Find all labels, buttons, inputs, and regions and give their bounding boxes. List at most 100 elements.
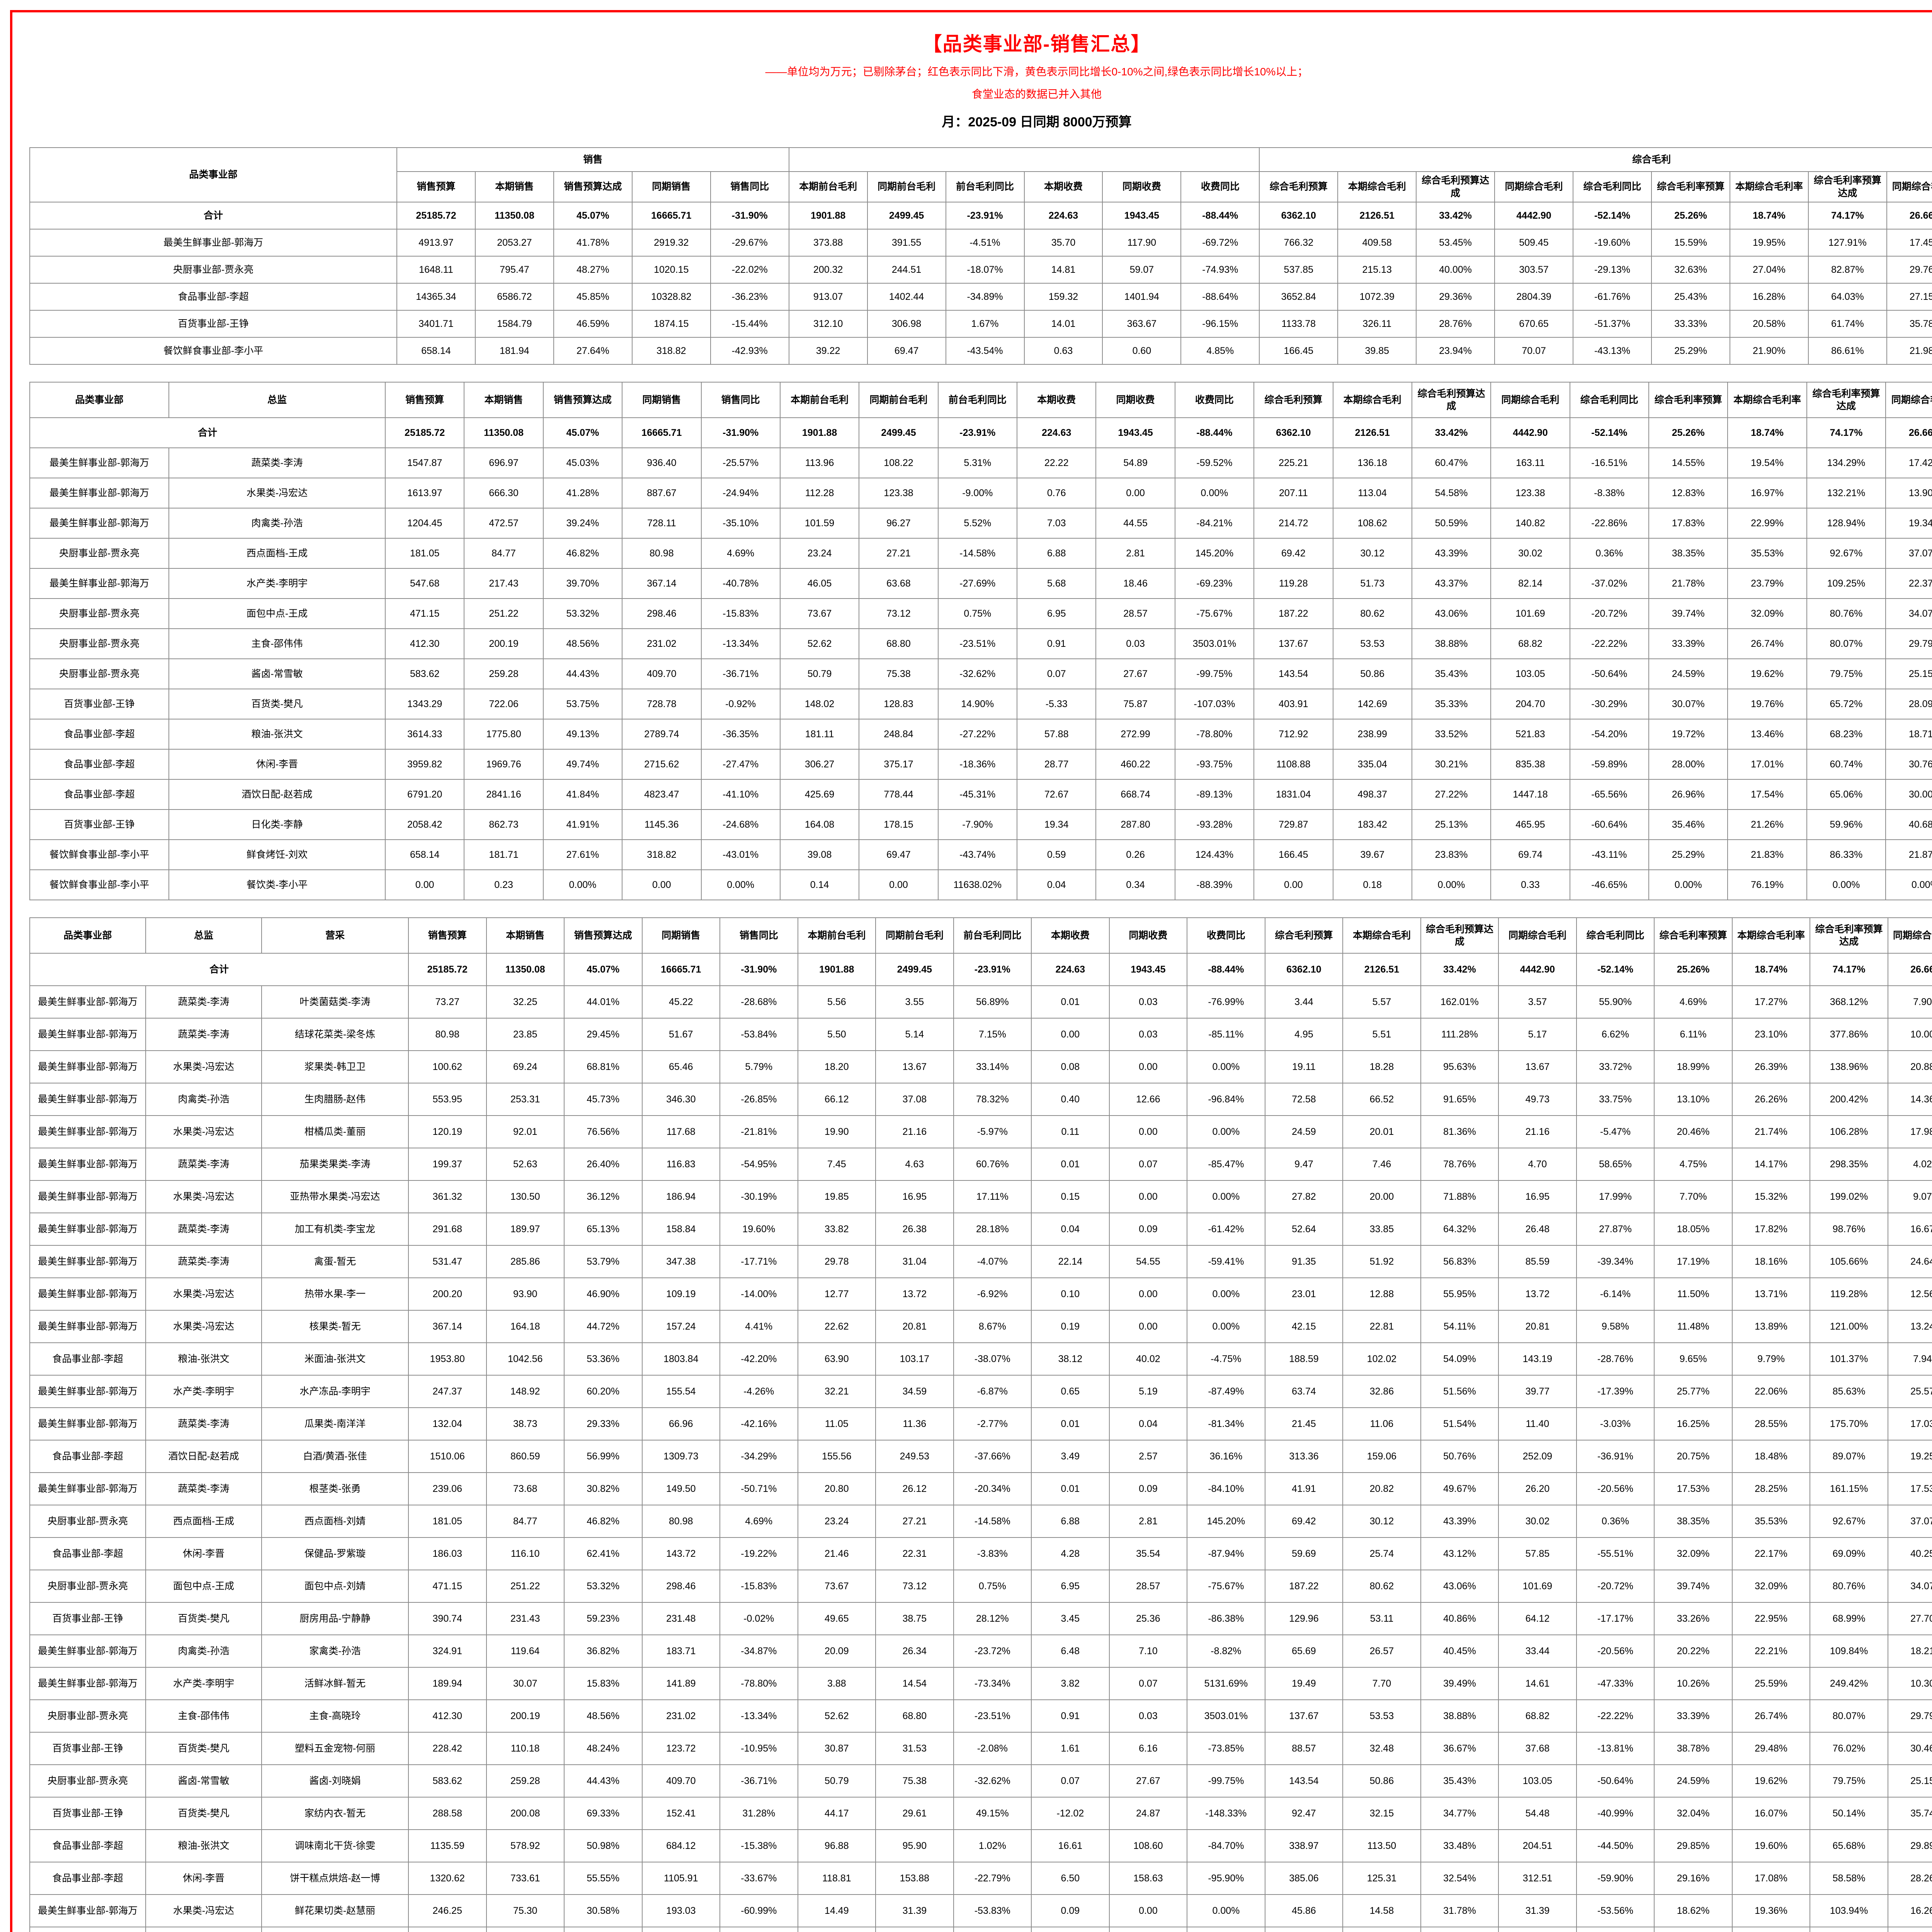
value-cell: 249.42%	[1810, 1667, 1888, 1700]
value-cell: 16.28%	[1729, 283, 1809, 311]
data-row: 最美生鲜事业部-郭海万 水产类-李明宇 水产冻品-李明宇 247.37 148.92 60…	[29, 1375, 1932, 1408]
row-label-division: 最美生鲜事业部-郭海万	[29, 568, 169, 599]
value-cell: 335.04	[1332, 749, 1412, 780]
value-cell: 80.98	[408, 1018, 487, 1051]
value-cell: 0.00%	[1187, 1050, 1265, 1083]
value-cell: 20.09	[797, 1634, 876, 1668]
value-cell: 40.68%	[1885, 809, 1932, 840]
value-cell: 204.51	[1498, 1829, 1577, 1862]
value-cell: -148.33%	[1187, 1797, 1265, 1830]
value-cell: 0.00%	[1187, 1180, 1265, 1213]
value-cell: 155.54	[641, 1375, 721, 1408]
value-cell: 0.40	[1031, 1083, 1110, 1116]
value-cell: 0.36%	[1569, 538, 1650, 569]
value-cell: 70.07	[1494, 337, 1574, 365]
value-cell: 23.85	[486, 1018, 565, 1051]
value-cell: 27.70%	[1887, 1602, 1932, 1635]
row-label-division: 央厨事业部-贾永亮	[29, 628, 169, 659]
value-cell: 53.32%	[564, 1570, 643, 1603]
row-label-purchaser: 保健品-罗紫璇	[261, 1537, 409, 1570]
value-cell: 26.57	[1342, 1634, 1421, 1668]
value-cell: 101.69	[1498, 1570, 1577, 1603]
value-cell: 5.52%	[937, 508, 1018, 539]
value-cell: 183.42	[1332, 809, 1412, 840]
value-cell: 2126.51	[1332, 417, 1412, 448]
value-cell: 41.28%	[543, 478, 623, 509]
value-cell: 1145.36	[622, 809, 702, 840]
value-cell: 30.00%	[1885, 779, 1932, 810]
value-cell: -99.75%	[1187, 1764, 1265, 1798]
value-cell: 26.39%	[1731, 1050, 1811, 1083]
value-cell: -36.71%	[701, 658, 781, 689]
value-cell: 69.47	[867, 337, 946, 365]
value-cell: 32.21	[797, 1375, 876, 1408]
value-cell: 0.00%	[701, 869, 781, 900]
value-cell: -22.22%	[1569, 628, 1650, 659]
value-cell: 62.41%	[564, 1537, 643, 1570]
value-cell: 207.11	[1253, 478, 1333, 509]
data-row: 最美生鲜事业部-郭海万 水果类-冯宏达 核果类-暂无 367.14 164.18 44.7…	[29, 1310, 1932, 1343]
data-row: 央厨事业部-贾永亮 面包中点-王成 471.15 251.22 53.32% 298.46…	[29, 598, 1932, 629]
value-cell: 31.78%	[1420, 1894, 1499, 1927]
value-cell: 259.28	[486, 1764, 565, 1798]
value-cell: -33.67%	[719, 1862, 798, 1895]
value-cell: 1901.88	[779, 417, 860, 448]
value-cell: 231.02	[622, 628, 702, 659]
value-cell: -54.20%	[1569, 719, 1650, 750]
value-cell: 0.01	[1031, 1148, 1110, 1181]
value-cell: 2919.32	[631, 229, 711, 257]
value-cell: 231.02	[641, 1699, 721, 1733]
value-cell: 306.27	[779, 749, 860, 780]
value-cell: 34.82%	[564, 1927, 643, 1932]
value-cell: 22.99%	[1727, 508, 1807, 539]
value-cell: 375.17	[859, 749, 939, 780]
value-cell: 35.54	[1109, 1537, 1188, 1570]
value-cell: -28.76%	[1576, 1342, 1655, 1376]
value-cell: 2841.16	[464, 779, 544, 810]
row-label-purchaser: 饼干糕点烘焙-赵一博	[261, 1862, 409, 1895]
value-cell: 1510.06	[408, 1440, 487, 1473]
director-summary-table: 品类事业部 总监 销售预算 本期销售 销售预算达成 同期销售 销售同比 本期前台毛利 同期前台毛…	[29, 382, 1932, 900]
value-cell: 72.58	[1264, 1083, 1344, 1116]
value-cell: 96.88	[797, 1829, 876, 1862]
data-row: 最美生鲜事业部-郭海万 水果类-冯宏达 热带水果-李一 200.20 93.90 46.9…	[29, 1277, 1932, 1311]
value-cell: -30.19%	[719, 1180, 798, 1213]
value-cell: 0.00%	[1187, 1310, 1265, 1343]
value-cell: -54.95%	[719, 1148, 798, 1181]
value-cell: 367.14	[408, 1310, 487, 1343]
value-cell: 2.81	[1095, 538, 1175, 569]
value-cell: 6.50	[1031, 1862, 1110, 1895]
value-cell: 23.83%	[1411, 839, 1492, 870]
value-cell: 54.11%	[1420, 1310, 1499, 1343]
value-cell: -30.29%	[1569, 689, 1650, 719]
value-cell: 253.31	[486, 1083, 565, 1116]
value-cell: 303.57	[1494, 256, 1574, 284]
column-header-key: 总监	[145, 917, 262, 954]
row-label-purchaser: 结球花菜类-梁冬炼	[261, 1018, 409, 1051]
value-cell: 25.26%	[1651, 202, 1730, 230]
row-label-director: 面包中点-王成	[168, 598, 386, 629]
value-cell: 1943.45	[1102, 202, 1182, 230]
value-cell: 39.24%	[543, 508, 623, 539]
value-cell: 1648.11	[396, 256, 476, 284]
data-row: 最美生鲜事业部-郭海万 蔬菜类-李涛 瓜果类-南洋洋 132.04 38.73 29.33…	[29, 1407, 1932, 1440]
value-cell: 21.16	[875, 1115, 954, 1148]
value-cell: 5.51	[1342, 1018, 1421, 1051]
value-cell: 75.30	[486, 1894, 565, 1927]
value-cell: 24.87	[1109, 1797, 1188, 1830]
value-cell: -22.79%	[953, 1862, 1032, 1895]
value-cell: 25185.72	[408, 953, 487, 986]
row-label-director: 鲜食烤饪-刘欢	[168, 839, 386, 870]
value-cell: 199.37	[408, 1148, 487, 1181]
value-cell: 73.12	[859, 598, 939, 629]
value-cell: 19.62%	[1727, 658, 1807, 689]
value-cell: -23.72%	[953, 1634, 1032, 1668]
value-cell: 125.31	[1342, 1862, 1421, 1895]
value-cell: 409.58	[1337, 229, 1417, 257]
row-label-director: 百货类-樊凡	[145, 1602, 262, 1635]
value-cell: 26.38	[875, 1213, 954, 1246]
column-header: 同期前台毛利	[859, 382, 939, 418]
value-cell: 45.85%	[553, 283, 633, 311]
data-row: 食品事业部-李超 酒饮日配-赵若成 白酒/黄酒-张佳 1510.06 860.59 56.…	[29, 1440, 1932, 1473]
row-label-division: 最美生鲜事业部-郭海万	[29, 1407, 146, 1440]
